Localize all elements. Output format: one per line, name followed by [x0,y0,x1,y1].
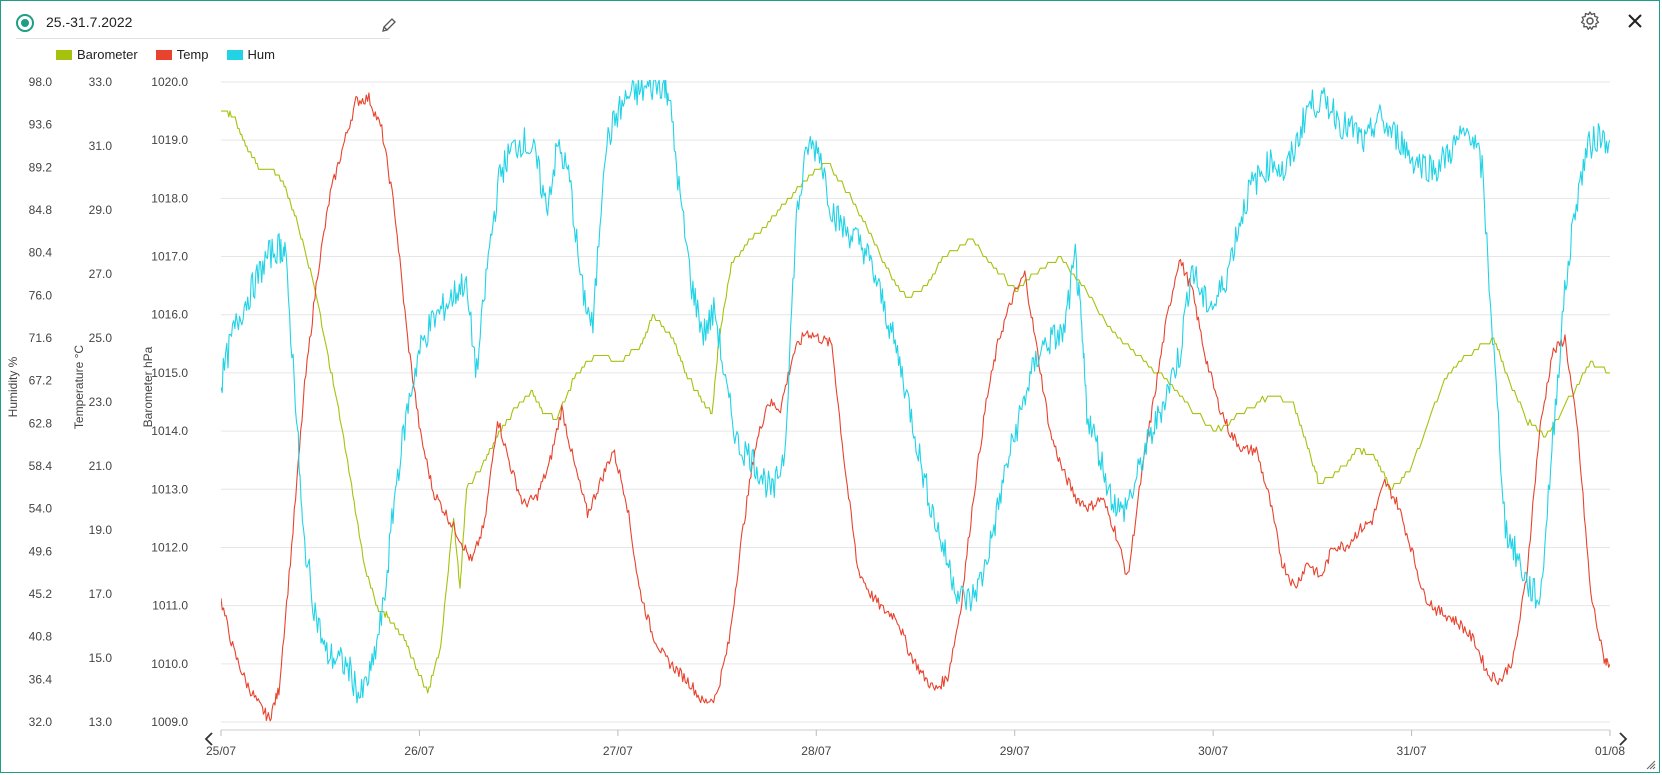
close-icon[interactable] [1624,10,1646,32]
title-bar: 25.-31.7.2022 [16,12,390,39]
chart-title[interactable]: 25.-31.7.2022 [46,14,133,30]
gear-icon[interactable] [1579,10,1601,32]
legend-label: Temp [176,47,209,62]
legend-label: Hum [247,47,275,62]
legend-item-barometer[interactable]: Barometer [56,47,138,62]
pencil-icon[interactable] [380,16,398,34]
legend-item-temp[interactable]: Temp [155,47,209,62]
radio-icon[interactable] [16,14,34,32]
legend-label: Barometer [77,47,138,62]
legend-swatch [155,49,172,60]
resize-handle-icon[interactable] [1646,760,1656,770]
legend: Barometer Temp Hum [56,47,275,62]
legend-item-hum[interactable]: Hum [226,47,275,62]
legend-swatch [56,49,72,60]
legend-swatch [226,49,243,60]
